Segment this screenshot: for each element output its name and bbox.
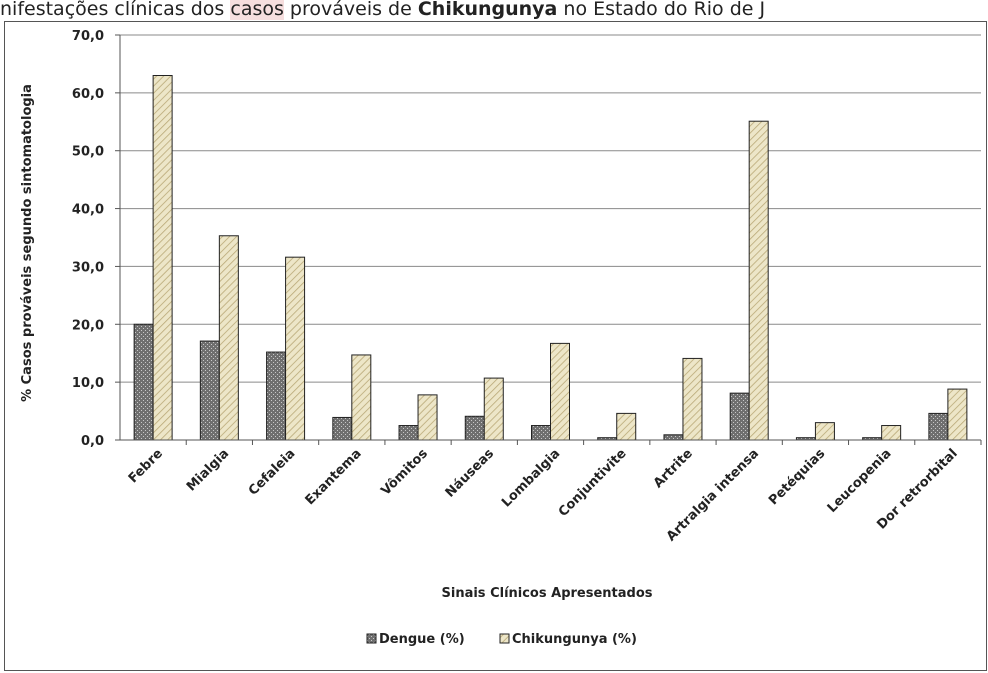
bar-chikungunya (351, 354, 372, 441)
x-tick-label: Mialgia (184, 446, 232, 494)
x-tick-label: Artrite (651, 446, 696, 491)
bar-chikungunya (616, 412, 637, 441)
y-tick-label: 10,0 (72, 376, 104, 391)
title-part-3: prováveis de (283, 0, 418, 20)
x-tick-label: Lombalgia (499, 446, 563, 510)
gridlines (120, 34, 981, 383)
title-part-5: no Estado do Rio de J (557, 0, 766, 20)
x-tick-label: Petéquias (766, 446, 828, 508)
bar-dengue (729, 392, 750, 441)
chart-frame: 0,0 10,0 20,0 30,0 40,0 50,0 60,0 70,0 Febre Mia… (4, 21, 987, 671)
bar-dengue (464, 415, 485, 441)
bar-dengue (531, 425, 551, 441)
x-tick-label: Exantema (303, 446, 365, 508)
axes (115, 34, 982, 445)
bar-chikungunya (814, 422, 835, 441)
x-tick-labels: Febre Mialgia Cefaleia Exantema Vômitos Náuse… (126, 446, 961, 544)
y-tick-label: 60,0 (72, 87, 104, 102)
bar-chikungunya (417, 394, 438, 441)
x-tick-label: Cefaleia (246, 446, 299, 499)
bar-dengue (332, 416, 353, 441)
bar-chikungunya (947, 388, 968, 441)
legend-item-chikungunya: Chikungunya (%) (499, 632, 637, 647)
x-tick-label: Conjuntivite (556, 446, 630, 520)
y-axis-label: % Casos prováveis segundo sintomatologia (20, 84, 35, 402)
bar-chikungunya (483, 377, 504, 441)
bar-dengue (398, 425, 419, 441)
bar-chikungunya (881, 425, 902, 441)
bar-dengue (266, 351, 287, 441)
legend: Dengue (%) Chikungunya (%) (366, 632, 637, 647)
bar-chikungunya (682, 357, 703, 441)
y-tick-label: 50,0 (72, 145, 104, 160)
y-tick-label: 0,0 (81, 434, 104, 449)
legend-label-chikungunya: Chikungunya (%) (512, 632, 637, 647)
y-tick-label: 20,0 (72, 318, 104, 333)
figure-title-strip: nifestações clínicas dos casos prováveis… (0, 0, 988, 22)
title-part-4: Chikungunya (417, 0, 558, 20)
x-tick-label: Febre (126, 446, 166, 486)
bar-chikungunya (218, 235, 239, 441)
bars (133, 75, 968, 441)
y-tick-label: 40,0 (72, 203, 104, 218)
bar-chikungunya (550, 342, 570, 441)
bar-chart: 0,0 10,0 20,0 30,0 40,0 50,0 60,0 70,0 Febre Mia… (20, 29, 982, 647)
y-tick-labels: 0,0 10,0 20,0 30,0 40,0 50,0 60,0 70,0 (72, 29, 104, 449)
y-tick-label: 30,0 (72, 260, 104, 275)
title-part-1: nifestações clínicas dos (0, 0, 231, 20)
legend-item-dengue: Dengue (%) (366, 632, 465, 647)
x-tick-label: Leucopenia (825, 446, 895, 516)
legend-label-dengue: Dengue (%) (379, 632, 465, 647)
bar-dengue (663, 434, 684, 441)
x-axis-label: Sinais Clínicos Apresentados (442, 586, 653, 601)
bar-chikungunya (152, 75, 173, 441)
y-tick-label: 70,0 (72, 29, 104, 44)
bar-dengue (928, 412, 949, 441)
bar-chikungunya (285, 256, 306, 441)
x-tick-label: Náuseas (443, 446, 498, 501)
bar-dengue (133, 323, 154, 441)
title-part-2: casos (230, 0, 284, 20)
bar-dengue (199, 340, 220, 441)
bar-chikungunya (748, 120, 769, 441)
x-tick-label: Vômitos (378, 446, 431, 499)
legend-swatch-dengue (366, 633, 377, 644)
legend-swatch-chikungunya (499, 633, 510, 644)
